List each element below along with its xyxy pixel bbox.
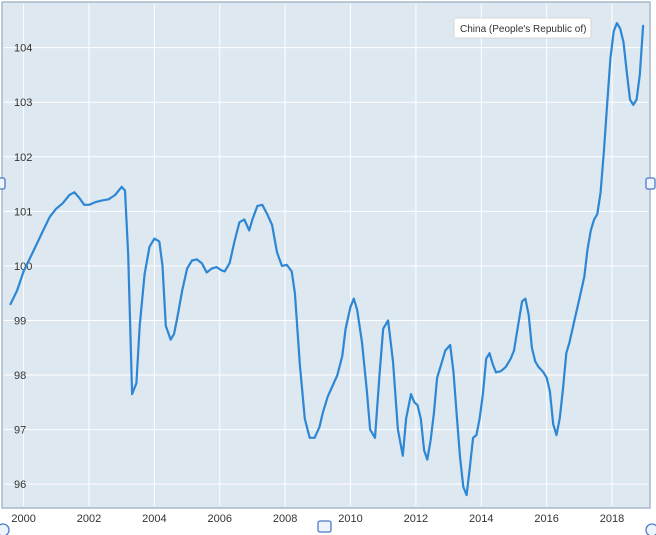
chart-frame bbox=[1, 1, 651, 509]
y-tick-label: 98 bbox=[14, 370, 26, 382]
resize-handle-right[interactable] bbox=[645, 177, 656, 190]
tooltip-label: China (People's Republic of) bbox=[460, 24, 586, 35]
series-tooltip: China (People's Republic of) bbox=[453, 17, 592, 39]
y-tick-label: 96 bbox=[14, 479, 26, 491]
resize-handle-left[interactable] bbox=[0, 177, 6, 190]
x-axis-tick-labels: 2000 2002 2004 2006 2008 2010 2012 2014 2016 2018 bbox=[11, 513, 624, 525]
y-tick-label: 104 bbox=[14, 43, 32, 55]
resize-handle-bottom-right[interactable] bbox=[645, 523, 656, 535]
plot-background bbox=[2, 2, 650, 508]
x-tick-label: 2006 bbox=[208, 513, 232, 525]
x-tick-label: 2018 bbox=[600, 513, 624, 525]
resize-handle-bottom[interactable] bbox=[317, 520, 332, 533]
selection-handles[interactable] bbox=[0, 177, 656, 535]
y-tick-label: 101 bbox=[14, 206, 32, 218]
x-tick-label: 2004 bbox=[142, 513, 166, 525]
y-tick-label: 97 bbox=[14, 425, 26, 437]
series-line-china[interactable] bbox=[9, 22, 645, 497]
y-tick-label: 99 bbox=[14, 315, 26, 327]
y-tick-label: 102 bbox=[14, 152, 32, 164]
tooltip-box bbox=[453, 17, 592, 39]
x-tick-label: 2014 bbox=[469, 513, 493, 525]
resize-handle-bottom-left[interactable] bbox=[0, 523, 10, 535]
gridlines bbox=[4, 4, 648, 506]
x-tick-label: 2016 bbox=[534, 513, 558, 525]
x-tick-label: 2008 bbox=[273, 513, 297, 525]
x-tick-label: 2012 bbox=[404, 513, 428, 525]
x-tick-label: 2002 bbox=[77, 513, 101, 525]
x-tick-label: 2000 bbox=[11, 513, 35, 525]
x-tick-label: 2010 bbox=[338, 513, 362, 525]
y-tick-label: 103 bbox=[14, 97, 32, 109]
